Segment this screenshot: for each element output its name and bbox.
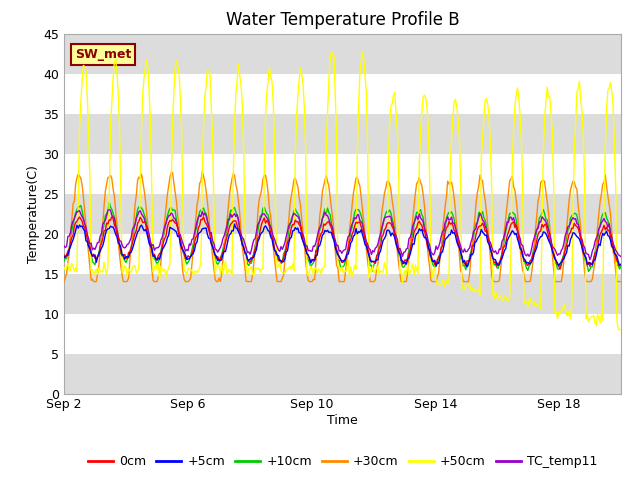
+10cm [490, 262, 498, 268]
Bar [64, 274, 621, 313]
+50cm [60, 265, 68, 271]
+5cm [60, 255, 68, 261]
Line: 0cm: 0cm [64, 217, 621, 269]
Line: +5cm: +5cm [64, 224, 621, 267]
+10cm [502, 228, 509, 234]
Bar [64, 73, 621, 114]
TC_temp11 [490, 250, 498, 255]
+50cm [502, 294, 509, 300]
TC_temp11 [385, 214, 392, 219]
Bar [64, 193, 621, 234]
+50cm [490, 295, 498, 301]
+5cm [492, 257, 499, 263]
0cm [502, 239, 509, 245]
+30cm [490, 279, 498, 285]
0cm [573, 224, 580, 229]
+30cm [103, 181, 111, 187]
TC_temp11 [586, 257, 594, 263]
+30cm [385, 178, 392, 184]
+10cm [60, 258, 68, 264]
X-axis label: Time: Time [327, 414, 358, 427]
+10cm [617, 264, 625, 270]
0cm [108, 214, 116, 220]
+50cm [328, 49, 335, 55]
+5cm [448, 227, 456, 233]
Bar [64, 154, 621, 193]
Text: SW_met: SW_met [75, 48, 131, 61]
Bar [64, 114, 621, 154]
+50cm [572, 121, 579, 127]
Line: +50cm: +50cm [64, 52, 621, 330]
Line: +30cm: +30cm [64, 171, 621, 282]
+50cm [448, 136, 456, 142]
TC_temp11 [502, 226, 509, 231]
TC_temp11 [572, 216, 579, 222]
Line: TC_temp11: TC_temp11 [64, 209, 621, 260]
0cm [617, 261, 625, 267]
0cm [556, 266, 564, 272]
0cm [448, 220, 456, 226]
0cm [103, 220, 111, 226]
+50cm [617, 327, 625, 333]
+5cm [103, 227, 111, 233]
+5cm [503, 238, 511, 244]
0cm [60, 252, 68, 258]
Bar [64, 234, 621, 274]
Bar [64, 313, 621, 354]
+50cm [103, 271, 111, 276]
Y-axis label: Temperature(C): Temperature(C) [28, 165, 40, 263]
+10cm [106, 200, 113, 205]
+10cm [585, 269, 593, 275]
+5cm [617, 262, 625, 268]
TC_temp11 [103, 213, 111, 219]
+5cm [385, 227, 392, 233]
0cm [490, 260, 498, 265]
+30cm [60, 279, 68, 285]
TC_temp11 [106, 206, 113, 212]
+10cm [103, 211, 111, 217]
+30cm [198, 168, 206, 174]
+5cm [230, 221, 238, 227]
TC_temp11 [60, 243, 68, 249]
Line: +10cm: +10cm [64, 203, 621, 272]
Bar [64, 354, 621, 394]
+50cm [614, 327, 622, 333]
0cm [385, 220, 392, 226]
+30cm [448, 180, 456, 185]
Bar [64, 34, 621, 73]
Title: Water Temperature Profile B: Water Temperature Profile B [225, 11, 460, 29]
Legend: 0cm, +5cm, +10cm, +30cm, +50cm, TC_temp11: 0cm, +5cm, +10cm, +30cm, +50cm, TC_temp1… [83, 450, 602, 473]
+10cm [572, 210, 579, 216]
+30cm [502, 214, 509, 220]
+30cm [617, 279, 625, 285]
+30cm [572, 184, 579, 190]
+10cm [448, 209, 456, 215]
+50cm [385, 163, 392, 168]
+5cm [463, 264, 471, 270]
+5cm [573, 234, 580, 240]
+10cm [385, 209, 392, 215]
TC_temp11 [617, 254, 625, 260]
TC_temp11 [448, 214, 456, 220]
